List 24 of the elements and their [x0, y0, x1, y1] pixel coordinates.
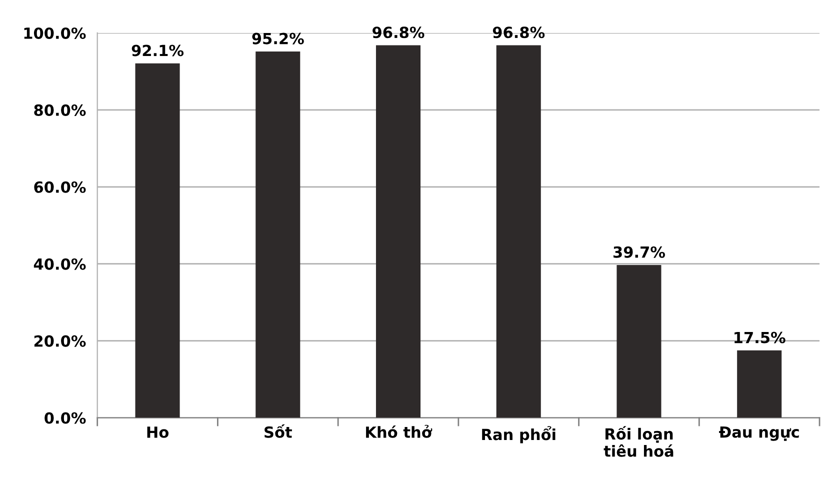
x-tick-label: Ho: [147, 426, 169, 438]
bar: [496, 45, 541, 418]
x-tick-label: Đau ngực: [719, 426, 799, 441]
x-tick-label: Ran phổi: [482, 426, 556, 444]
data-label: 96.8%: [492, 26, 545, 38]
data-label: 96.8%: [372, 26, 424, 38]
bar: [135, 63, 180, 418]
bar: [616, 265, 662, 418]
bar: [737, 350, 782, 418]
data-label: 92.1%: [132, 44, 184, 56]
data-label: 17.5%: [734, 332, 786, 344]
data-label: 39.7%: [613, 246, 665, 258]
data-label: 95.2%: [252, 32, 304, 44]
bar: [376, 45, 421, 418]
x-tick-label: Khó thở: [366, 424, 432, 438]
bar: [256, 51, 300, 418]
x-tick-label: Sốt: [264, 424, 292, 438]
y-tick-label: 0.0%: [44, 412, 86, 424]
y-tick-label: 80.0%: [34, 104, 86, 116]
y-tick-label: 40.0%: [34, 258, 86, 270]
y-tick-label: 60.0%: [34, 181, 86, 193]
x-tick-label: Rối loạn tiêu hoá: [604, 426, 674, 457]
y-tick-label: 20.0%: [34, 335, 86, 347]
y-tick-label: 100.0%: [24, 27, 86, 40]
